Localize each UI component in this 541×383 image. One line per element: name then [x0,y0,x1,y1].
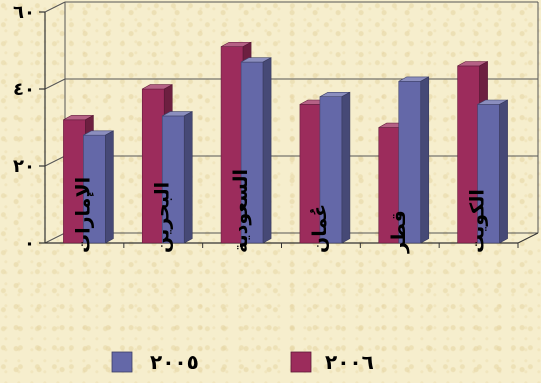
floor-edge [517,232,539,244]
bar [83,130,114,244]
x-category-label: الكويت [467,189,489,253]
x-category-label: البحرين [151,182,173,253]
bar-layer [63,41,508,244]
bar [161,111,193,244]
y-tick-label: ٦٠ [13,2,35,23]
gridline-depth [44,78,66,90]
bar [477,99,508,244]
gridline-depth [44,155,66,167]
y-tick-label: ٠ [24,233,35,254]
y-tick-label: ٤٠ [13,79,35,100]
bar [240,57,272,244]
bar-side [341,91,351,244]
legend: ٢٠٠٥ ٢٠٠٦ [111,350,374,374]
bar-side [499,99,508,244]
gridline-depth [44,1,66,13]
legend-item: ٢٠٠٦ [290,350,374,374]
legend-item: ٢٠٠٥ [111,350,199,374]
y-tick-label: ٢٠ [13,156,35,177]
legend-label: ٢٠٠٥ [150,350,199,374]
bar-side [262,57,272,244]
bar-side [105,130,114,244]
legend-swatch [290,351,312,373]
x-category-label: قطر [388,210,410,254]
x-category-label: الإمارات [72,177,94,253]
bar-side [183,111,193,244]
legend-label: ٢٠٠٦ [325,350,374,374]
label-layer: الإمارات البحرين السعودية عُمان قطر الكويت [72,169,488,254]
gridline-depth [44,232,66,244]
axis-layer: ٠ ٢٠ ٤٠ ٦٠ [13,2,539,254]
bar-side [420,76,430,244]
x-category-label: السعودية [230,169,252,253]
bar [398,76,430,244]
bar [319,91,351,244]
legend-swatch [111,351,133,373]
x-category-label: عُمان [309,204,331,253]
